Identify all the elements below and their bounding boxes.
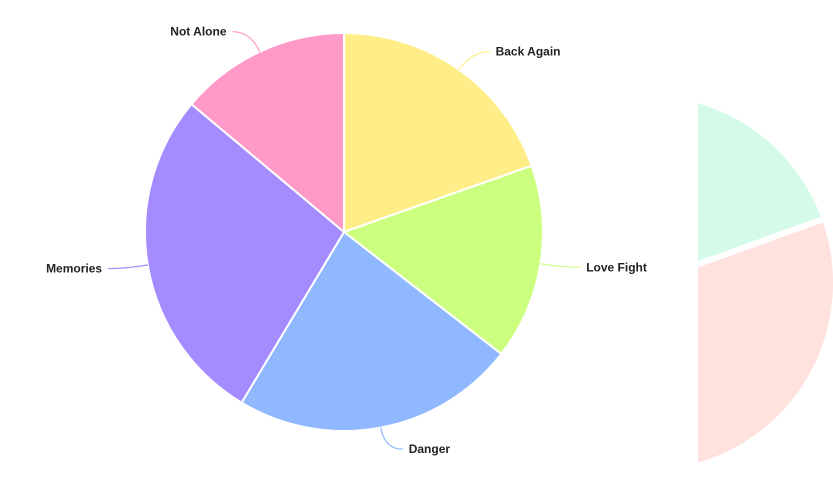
slice-label-danger: Danger — [409, 442, 451, 456]
main-pie — [144, 32, 544, 432]
slice-label-not-alone: Not Alone — [170, 25, 227, 39]
connector-memories — [108, 264, 148, 270]
connector-not-alone — [232, 31, 261, 52]
slice-label-love-fight: Love Fight — [586, 260, 647, 274]
label-connectors — [108, 31, 581, 450]
slice-label-back-again: Back Again — [496, 45, 561, 59]
connector-back-again — [458, 51, 490, 70]
pie-slice-not-alone[interactable] — [190, 32, 345, 233]
slice-labels: Back Again Love Fight Danger Memories Not Al… — [46, 25, 647, 457]
slice-label-memories: Memories — [46, 262, 102, 276]
pie-slice-danger[interactable] — [240, 231, 503, 432]
connector-danger — [380, 427, 403, 450]
connector-love-fight — [540, 263, 581, 268]
pie-slice-love-fight[interactable] — [343, 164, 544, 355]
